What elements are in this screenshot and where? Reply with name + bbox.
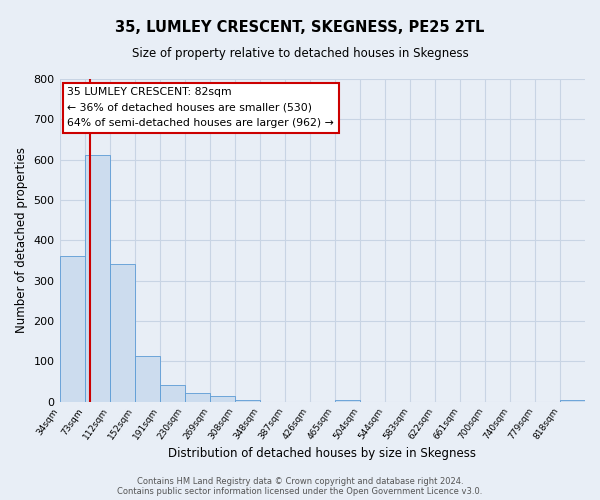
Bar: [185, 393, 209, 402]
Bar: [110, 264, 134, 402]
Text: Contains public sector information licensed under the Open Government Licence v3: Contains public sector information licen…: [118, 487, 482, 496]
Text: 35 LUMLEY CRESCENT: 82sqm
← 36% of detached houses are smaller (530)
64% of semi: 35 LUMLEY CRESCENT: 82sqm ← 36% of detac…: [67, 87, 334, 128]
Y-axis label: Number of detached properties: Number of detached properties: [15, 148, 28, 334]
Text: Size of property relative to detached houses in Skegness: Size of property relative to detached ho…: [131, 48, 469, 60]
Bar: [209, 396, 235, 402]
Text: Contains HM Land Registry data © Crown copyright and database right 2024.: Contains HM Land Registry data © Crown c…: [137, 477, 463, 486]
Bar: [134, 356, 160, 402]
Text: 35, LUMLEY CRESCENT, SKEGNESS, PE25 2TL: 35, LUMLEY CRESCENT, SKEGNESS, PE25 2TL: [115, 20, 485, 35]
Bar: [560, 400, 585, 402]
X-axis label: Distribution of detached houses by size in Skegness: Distribution of detached houses by size …: [168, 447, 476, 460]
Bar: [59, 256, 85, 402]
Bar: [235, 400, 260, 402]
Bar: [85, 155, 110, 402]
Bar: [160, 386, 185, 402]
Bar: [335, 400, 360, 402]
